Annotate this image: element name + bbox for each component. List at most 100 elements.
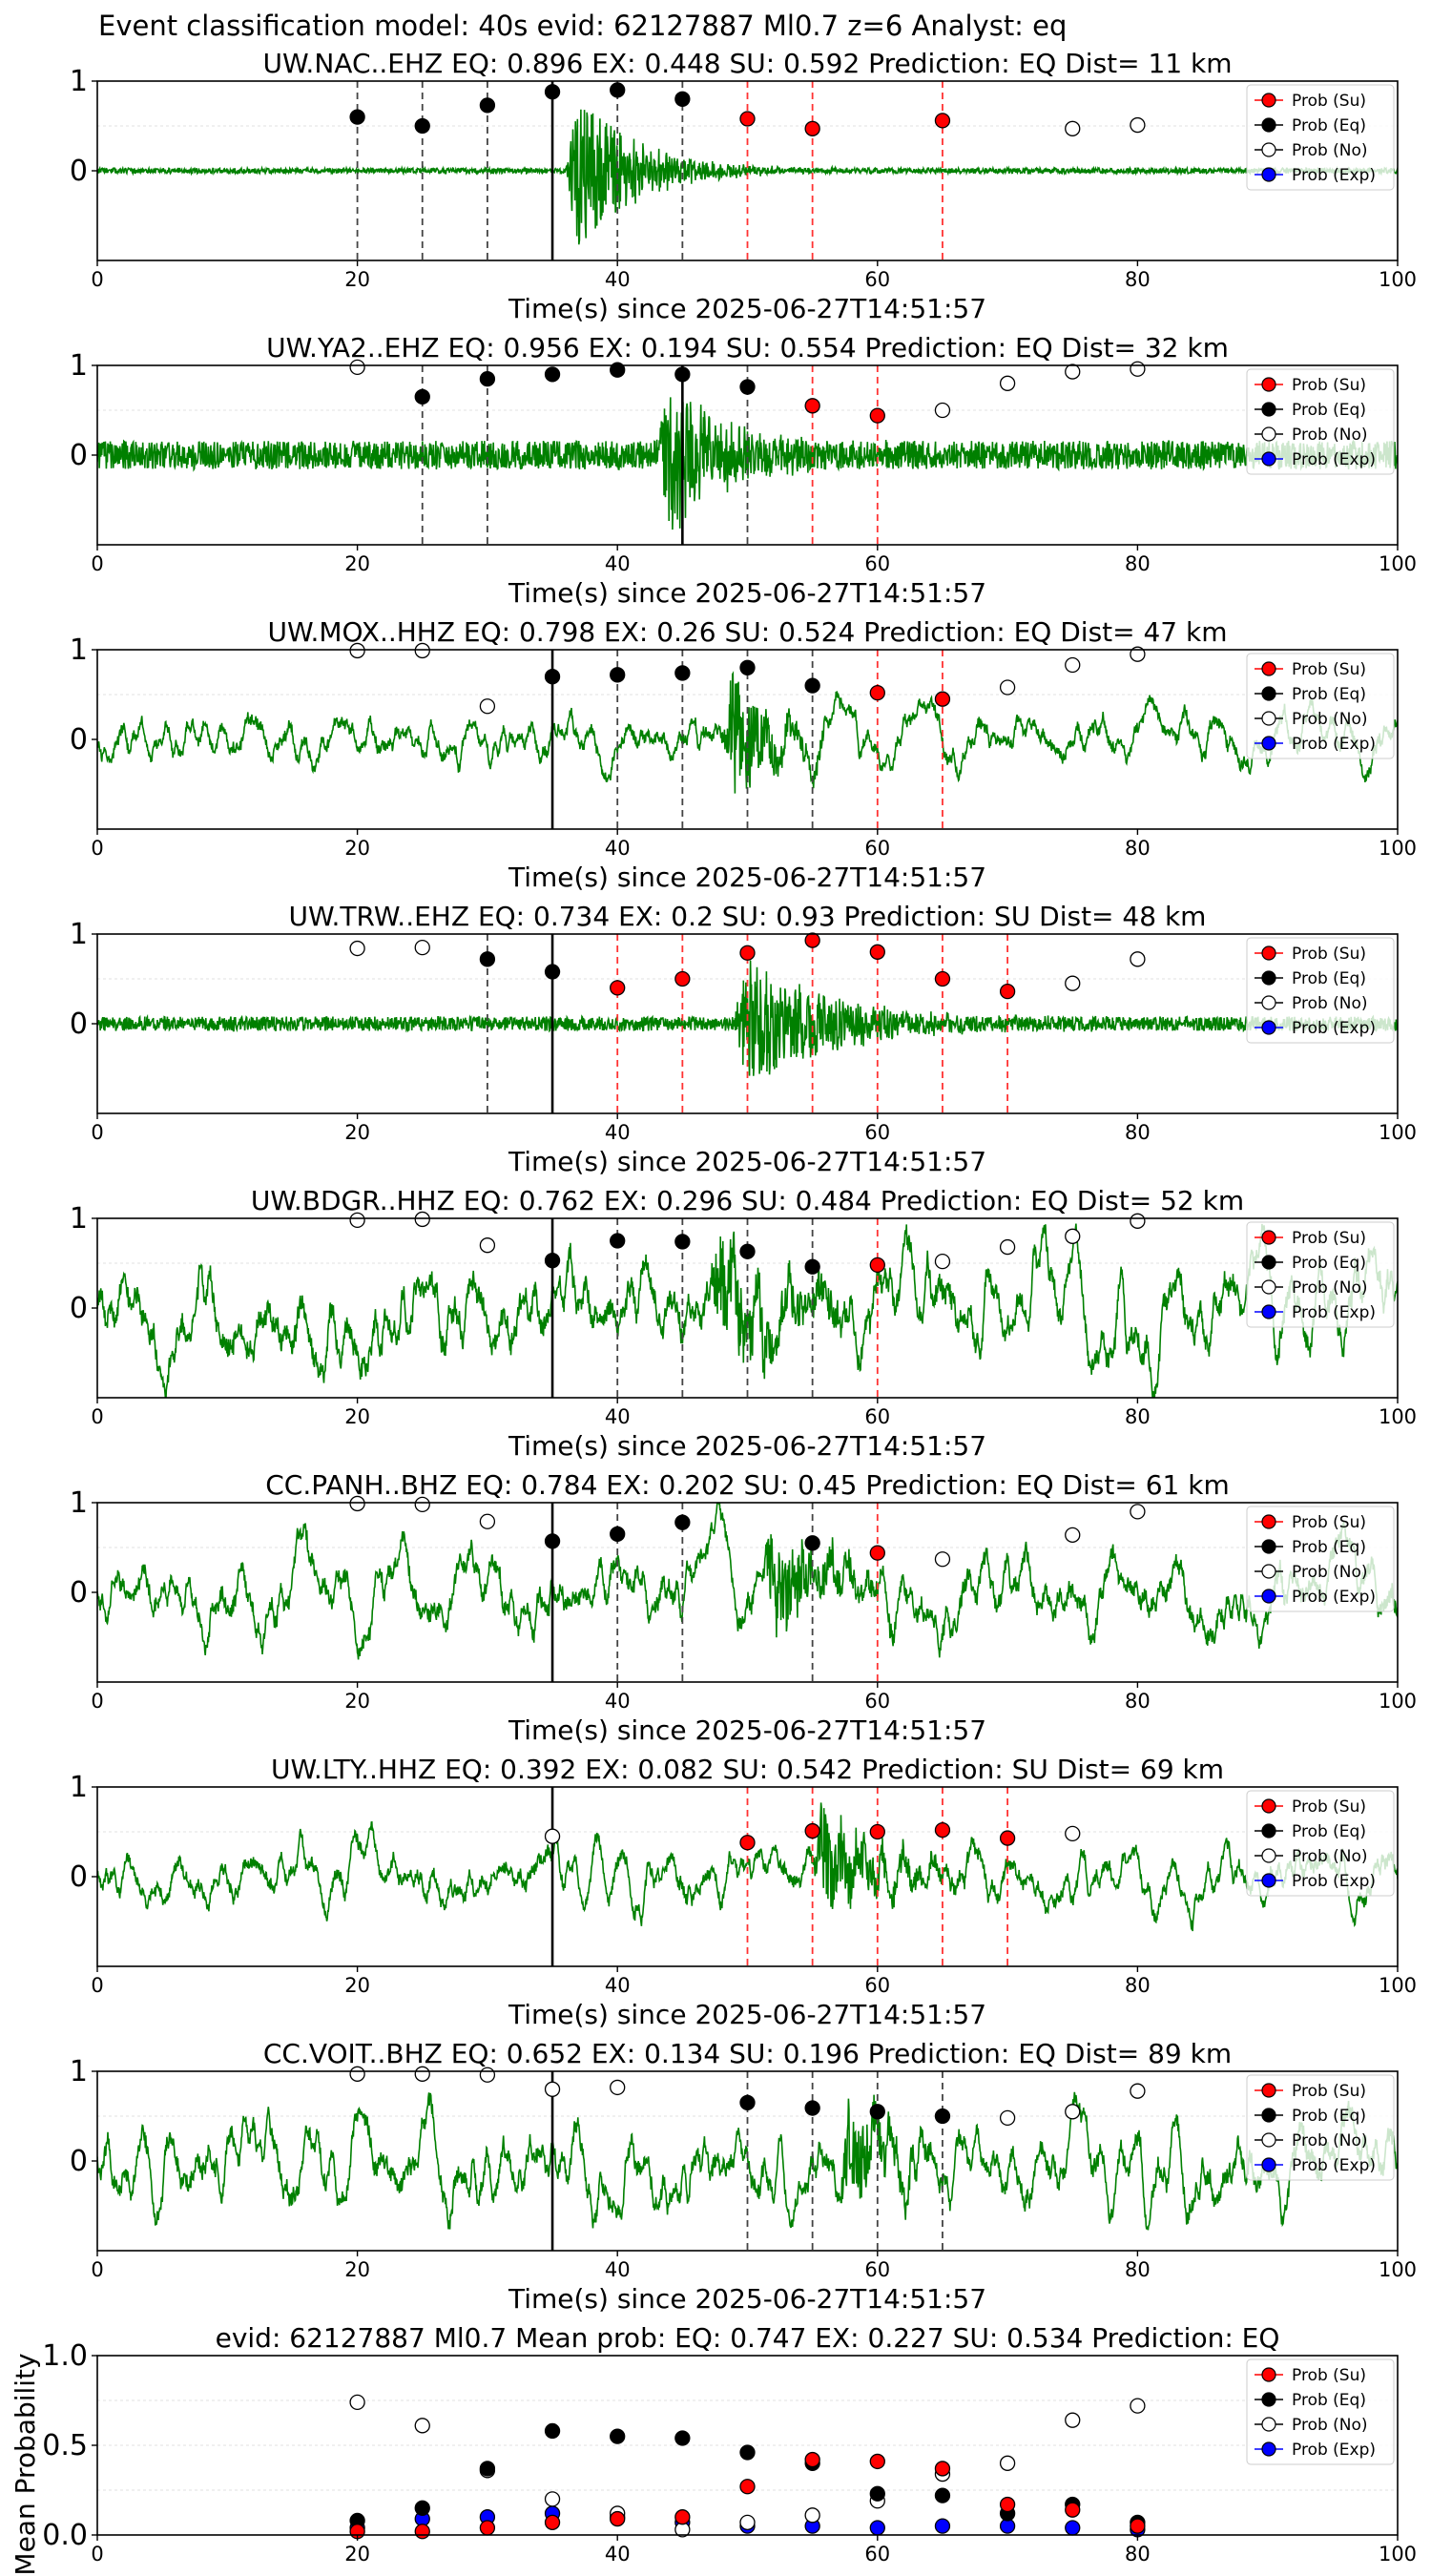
legend-label: Prob (No)	[1292, 1278, 1368, 1298]
prob-no-point	[1130, 646, 1146, 662]
legend-marker	[1261, 2157, 1276, 2172]
legend-marker	[1261, 736, 1276, 751]
prob-eq-point	[610, 2428, 626, 2444]
x-tick-label: 80	[1125, 552, 1151, 575]
prob-su-point	[739, 945, 756, 961]
legend-marker	[1261, 2367, 1276, 2382]
x-tick-label: 0	[91, 552, 103, 575]
x-tick-label: 100	[1379, 1974, 1417, 1997]
prob-exp-point	[869, 2520, 885, 2536]
legend-marker	[1261, 711, 1276, 726]
prob-eq-point	[544, 84, 561, 100]
legend-marker	[1261, 2132, 1276, 2148]
prob-no-point	[934, 1551, 951, 1568]
legend-label: Prob (Eq)	[1292, 1254, 1366, 1273]
waveform-trace	[97, 1503, 1398, 1660]
prob-eq-point	[544, 2422, 561, 2440]
panel-title: evid: 62127887 Ml0.7 Mean prob: EQ: 0.74…	[216, 2322, 1280, 2354]
x-tick-label: 0	[91, 1405, 103, 1428]
prob-su-point	[804, 398, 820, 414]
x-tick-label: 80	[1125, 1974, 1151, 1997]
panel-title: UW.LTY..HHZ EQ: 0.392 EX: 0.082 SU: 0.54…	[271, 1754, 1224, 1785]
legend-marker	[1261, 1589, 1276, 1604]
legend: Prob (Su) Prob (Eq) Prob (No) Prob (Exp)	[1246, 1221, 1395, 1328]
legend-marker	[1261, 945, 1276, 961]
prob-no-point	[479, 1513, 496, 1529]
legend-marker	[1261, 1514, 1276, 1529]
prob-no-point	[349, 940, 365, 957]
legend-label: Prob (No)	[1292, 994, 1368, 1013]
y-tick-label: 0.5	[42, 2429, 88, 2462]
prob-no-point	[1130, 2398, 1146, 2414]
prob-no-point	[1065, 2412, 1081, 2428]
prob-su-point	[610, 980, 626, 996]
chart-panel-4: UW.TRW..EHZ EQ: 0.734 EX: 0.2 SU: 0.93 P…	[70, 901, 1417, 1177]
x-tick-label: 40	[605, 2543, 631, 2566]
x-tick-label: 80	[1125, 268, 1151, 291]
x-tick-label: 80	[1125, 837, 1151, 860]
legend-label: Prob (No)	[1292, 1563, 1368, 1582]
prob-eq-point	[804, 677, 820, 694]
prob-su-point	[739, 2479, 756, 2495]
x-tick-label: 100	[1379, 1690, 1417, 1713]
prob-eq-point	[479, 2461, 496, 2477]
legend-label: Prob (Su)	[1292, 660, 1366, 679]
legend-marker	[1261, 426, 1276, 442]
legend-marker	[1261, 377, 1276, 392]
chart-panel-7: UW.LTY..HHZ EQ: 0.392 EX: 0.082 SU: 0.54…	[70, 1754, 1417, 2030]
prob-no-point	[1130, 1504, 1146, 1520]
legend: Prob (Su) Prob (Eq) Prob (No) Prob (Exp)	[1246, 937, 1395, 1044]
prob-eq-point	[544, 1533, 561, 1549]
legend-label: Prob (Su)	[1292, 1797, 1366, 1817]
panel-title: UW.TRW..EHZ EQ: 0.734 EX: 0.2 SU: 0.93 P…	[289, 901, 1207, 932]
legend: Prob (Su) Prob (Eq) Prob (No) Prob (Exp)	[1246, 84, 1395, 191]
prob-no-point	[934, 1253, 951, 1270]
x-tick-label: 0	[91, 268, 103, 291]
waveform-trace	[97, 1223, 1398, 1398]
prob-eq-point	[804, 1535, 820, 1551]
legend-marker	[1261, 451, 1276, 467]
x-axis-label: Time(s) since 2025-06-27T14:51:57	[508, 1146, 986, 1177]
legend-label: Prob (Eq)	[1292, 2391, 1366, 2410]
panel-title: UW.NAC..EHZ EQ: 0.896 EX: 0.448 SU: 0.59…	[262, 48, 1232, 79]
x-tick-label: 80	[1125, 1121, 1151, 1144]
x-tick-label: 0	[91, 1974, 103, 1997]
prob-eq-point	[804, 1258, 820, 1275]
legend-label: Prob (Su)	[1292, 92, 1366, 111]
legend-marker	[1261, 686, 1276, 701]
y-tick-label: 0	[70, 723, 88, 757]
legend-marker	[1261, 1873, 1276, 1888]
prob-su-point	[804, 2451, 820, 2468]
prob-eq-point	[739, 659, 756, 675]
x-tick-label: 40	[605, 1121, 631, 1144]
prob-no-point	[739, 2514, 756, 2530]
x-tick-label: 60	[864, 1974, 890, 1997]
prob-exp-point	[934, 2518, 951, 2534]
legend-marker	[1261, 970, 1276, 986]
legend-marker	[1261, 1848, 1276, 1863]
prob-eq-point	[479, 370, 496, 387]
prob-su-point	[869, 684, 885, 701]
legend-marker	[1261, 661, 1276, 676]
legend-marker	[1261, 142, 1276, 157]
prob-no-point	[1065, 2104, 1081, 2120]
prob-su-point	[739, 111, 756, 127]
x-tick-label: 0	[91, 1690, 103, 1713]
y-tick-label: 0	[70, 2145, 88, 2178]
legend-label: Prob (Eq)	[1292, 2107, 1366, 2126]
x-tick-label: 100	[1379, 552, 1417, 575]
legend-marker	[1261, 2083, 1276, 2098]
prob-no-point	[479, 698, 496, 715]
prob-su-point	[674, 2509, 691, 2525]
prob-su-point	[610, 2510, 626, 2527]
chart-panel-8: CC.VOIT..BHZ EQ: 0.652 EX: 0.134 SU: 0.1…	[70, 2038, 1417, 2315]
legend-marker	[1261, 1020, 1276, 1035]
x-tick-label: 20	[344, 2543, 370, 2566]
x-tick-label: 60	[864, 552, 890, 575]
prob-no-point	[1130, 1213, 1146, 1229]
legend-marker	[1261, 2392, 1276, 2407]
prob-no-point	[934, 402, 951, 419]
x-tick-label: 60	[864, 1405, 890, 1428]
legend-label: Prob (Exp)	[1292, 735, 1376, 754]
